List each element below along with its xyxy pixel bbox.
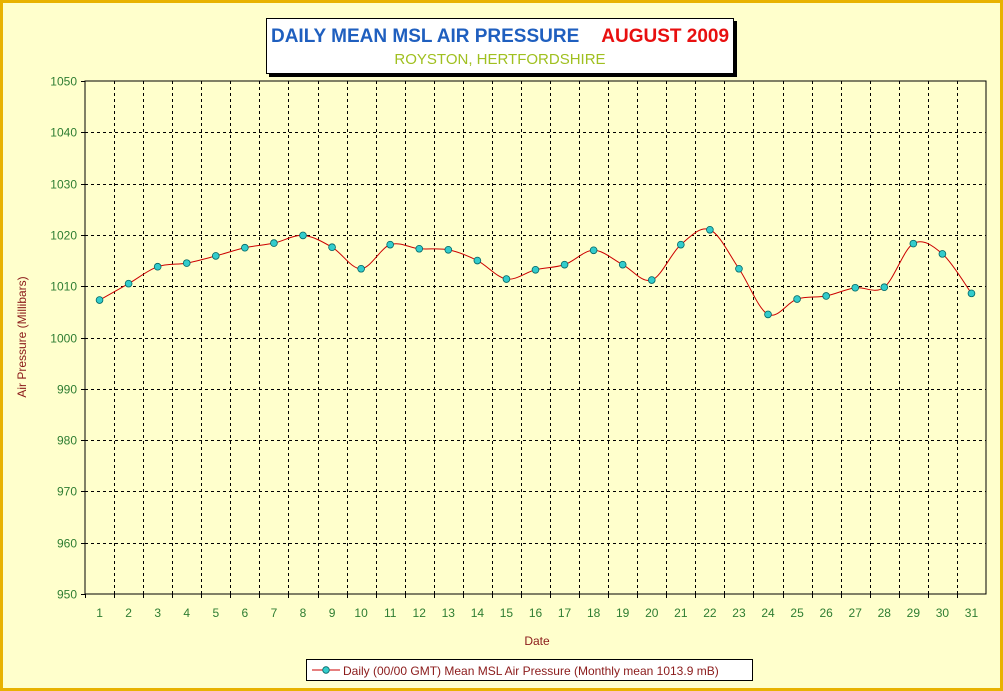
x-tick-label: 13: [442, 606, 456, 620]
y-tick-label: 960: [57, 537, 77, 551]
x-tick-label: 5: [212, 606, 219, 620]
data-point: [647, 276, 656, 284]
x-axis-title: Date: [524, 634, 550, 648]
data-point: [938, 250, 947, 258]
data-point: [502, 275, 511, 283]
y-tick-label: 1030: [50, 178, 77, 192]
data-point: [241, 243, 249, 252]
x-tick-label: 28: [878, 606, 892, 620]
y-tick-label: 1000: [50, 332, 77, 346]
x-tick-label: 19: [616, 606, 630, 620]
y-tick-label: 990: [57, 383, 77, 397]
data-point: [95, 296, 104, 304]
data-point: [589, 246, 598, 255]
y-tick-label: 970: [57, 485, 77, 499]
x-tick-label: 29: [907, 606, 921, 620]
y-axis-tick-labels: 950 960 970 980 990 1000 1010 1020 1030 1040 1050: [50, 75, 77, 602]
plot-area: [84, 80, 987, 595]
x-axis-tick-labels: 1 2 3 4 5 6 7 8 9 10 11 12 13 14 15 16 17 18 19 20 21 22 23 24 2…: [85, 594, 979, 620]
legend-label: Daily (00/00 GMT) Mean MSL Air Pressure …: [343, 664, 719, 678]
data-point: [909, 239, 918, 248]
x-tick-label: 11: [384, 606, 397, 620]
y-tick-label: 1010: [50, 280, 77, 294]
data-point: [677, 240, 685, 249]
data-point: [444, 245, 453, 254]
legend: Daily (00/00 GMT) Mean MSL Air Pressure …: [306, 659, 753, 681]
vertical-gridlines: [114, 81, 958, 594]
data-point: [211, 252, 220, 260]
data-point: [386, 240, 394, 249]
x-tick-label: 14: [471, 606, 485, 620]
y-tick-label: 1040: [50, 126, 77, 140]
x-tick-label: 1: [96, 606, 103, 620]
data-point: [735, 264, 743, 273]
legend-swatch-icon: [312, 666, 340, 674]
data-point: [153, 262, 162, 271]
data-point: [880, 283, 889, 292]
data-point: [822, 292, 830, 300]
x-tick-label: 6: [242, 606, 249, 620]
data-point: [531, 265, 540, 274]
x-tick-label: 27: [849, 606, 863, 620]
y-tick-label: 980: [57, 434, 77, 448]
y-tick-label: 1050: [50, 75, 77, 89]
x-tick-label: 18: [587, 606, 601, 620]
data-point: [473, 256, 482, 265]
data-point: [415, 244, 424, 253]
x-tick-label: 25: [790, 606, 804, 620]
x-tick-label: 10: [354, 606, 368, 620]
y-tick-label: 950: [57, 588, 77, 602]
chart-title-main: DAILY MEAN MSL AIR PRESSURE: [270, 26, 580, 47]
x-tick-label: 7: [271, 606, 278, 620]
data-point: [560, 260, 569, 269]
x-tick-label: 16: [529, 606, 543, 620]
data-point: [270, 239, 278, 247]
x-tick-label: 17: [558, 606, 572, 620]
x-tick-label: 30: [936, 606, 950, 620]
data-point: [793, 295, 801, 303]
y-tick-label: 1020: [50, 229, 77, 243]
x-tick-label: 23: [732, 606, 746, 620]
data-point: [618, 260, 627, 269]
data-point: [328, 243, 336, 252]
x-tick-label: 20: [645, 606, 659, 620]
horizontal-gridlines: [81, 81, 986, 595]
x-tick-label: 26: [819, 606, 833, 620]
x-tick-label: 21: [674, 606, 688, 620]
x-tick-label: 2: [125, 606, 132, 620]
x-tick-label: 12: [413, 606, 427, 620]
chart-title-box: DAILY MEAN MSL AIR PRESSURE AUGUST 2009 R…: [266, 18, 734, 74]
x-tick-label: 8: [300, 606, 307, 620]
series-markers: [95, 225, 976, 319]
data-point: [967, 289, 976, 298]
chart-title-month: AUGUST 2009: [601, 26, 730, 47]
data-point: [357, 264, 365, 273]
x-tick-label: 4: [183, 606, 190, 620]
data-point: [851, 283, 860, 292]
data-point: [182, 259, 191, 267]
x-tick-label: 31: [965, 606, 979, 620]
data-point: [124, 279, 133, 288]
y-axis-title: Air Pressure (Millibars): [15, 276, 29, 397]
chart-subtitle: ROYSTON, HERTFORDSHIRE: [394, 51, 606, 68]
data-point: [706, 225, 714, 234]
x-tick-label: 22: [703, 606, 717, 620]
data-point: [299, 231, 307, 240]
x-tick-label: 24: [761, 606, 775, 620]
data-point: [764, 310, 772, 319]
chart-title: DAILY MEAN MSL AIR PRESSURE AUGUST 2009: [267, 26, 733, 48]
x-tick-label: 9: [329, 606, 336, 620]
x-tick-label: 15: [500, 606, 514, 620]
x-tick-label: 3: [154, 606, 161, 620]
